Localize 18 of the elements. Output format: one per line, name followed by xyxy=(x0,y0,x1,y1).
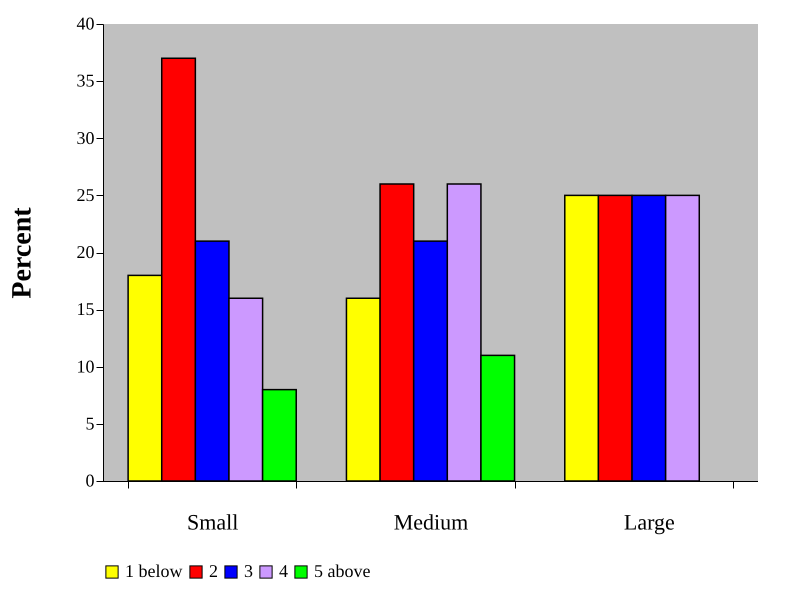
y-tick-label: 30 xyxy=(76,128,94,148)
legend-label: 4 xyxy=(279,561,288,581)
y-tick-label: 40 xyxy=(76,14,94,34)
y-tick-label: 10 xyxy=(76,356,94,376)
y-tick-label: 15 xyxy=(76,299,94,320)
y-tick-label: 5 xyxy=(86,413,94,434)
y-axis-title: Percent xyxy=(6,206,38,299)
y-tick-label: 35 xyxy=(76,70,94,91)
y-tick-label: 20 xyxy=(76,242,94,262)
x-tick-label: Medium xyxy=(394,510,468,534)
legend-label: 5 above xyxy=(314,561,370,581)
legend-label: 1 below xyxy=(125,561,182,581)
x-tick-label: Small xyxy=(186,510,238,534)
legend-label: 3 xyxy=(244,561,253,581)
legend-label: 2 xyxy=(209,561,218,581)
y-tick-label: 25 xyxy=(76,184,94,205)
x-tick-label: Large xyxy=(624,510,675,534)
y-tick-label: 0 xyxy=(86,470,94,490)
